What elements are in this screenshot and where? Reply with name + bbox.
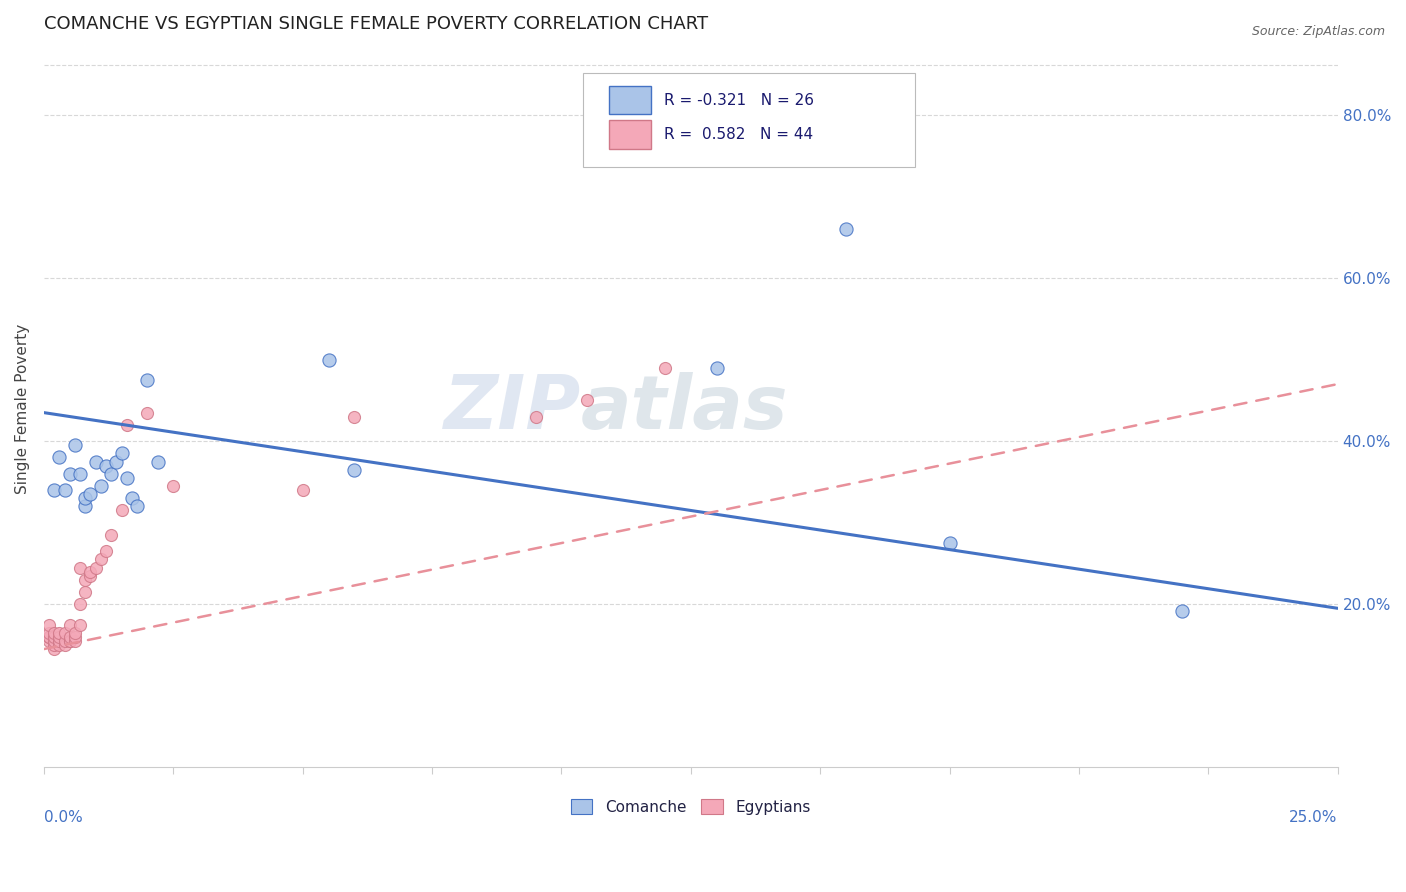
Point [38,617,60,632]
Point [59,617,82,632]
Point [53,634,76,648]
Point [343,409,366,424]
Point [38,625,60,640]
Point [291,483,314,497]
Text: R =  0.582   N = 44: R = 0.582 N = 44 [664,127,813,142]
Point [524,409,547,424]
Point [136,406,159,420]
Point [69,560,91,574]
Point [44,630,66,644]
Point [100,528,122,542]
Point [38,630,60,644]
Point [48,625,70,640]
Point [835,222,858,236]
Point [38,630,60,644]
Text: COMANCHE VS EGYPTIAN SINGLE FEMALE POVERTY CORRELATION CHART: COMANCHE VS EGYPTIAN SINGLE FEMALE POVER… [44,15,709,33]
Point [318,352,340,367]
Point [59,634,82,648]
Point [90,552,112,566]
FancyBboxPatch shape [609,86,651,114]
Point [44,634,66,648]
Point [44,625,66,640]
Point [69,467,91,481]
Point [48,630,70,644]
Point [706,360,728,375]
Point [53,483,76,497]
Point [44,638,66,652]
Point [79,565,101,579]
Point [146,454,169,468]
Point [125,500,148,514]
Text: ZIP: ZIP [443,372,581,445]
Point [63,634,86,648]
Point [44,642,66,657]
Y-axis label: Single Female Poverty: Single Female Poverty [15,324,30,493]
Point [115,417,138,432]
Point [1171,604,1194,618]
Point [75,573,97,587]
Point [69,597,91,611]
Point [79,568,101,582]
Point [79,487,101,501]
Point [105,454,128,468]
Text: 0.0%: 0.0% [44,810,83,825]
Point [94,544,117,558]
Text: Source: ZipAtlas.com: Source: ZipAtlas.com [1251,25,1385,38]
Point [75,500,97,514]
Point [53,638,76,652]
FancyBboxPatch shape [583,73,914,167]
Point [63,438,86,452]
Point [938,536,960,550]
Point [84,560,107,574]
Point [136,373,159,387]
Point [162,479,184,493]
Text: R = -0.321   N = 26: R = -0.321 N = 26 [664,93,814,108]
Point [59,467,82,481]
Point [63,625,86,640]
Point [69,617,91,632]
Point [110,503,132,517]
Point [48,450,70,465]
Point [75,585,97,599]
Point [576,393,599,408]
Point [44,483,66,497]
Point [48,634,70,648]
Text: atlas: atlas [581,372,789,445]
Point [654,360,676,375]
Point [94,458,117,473]
Point [38,634,60,648]
Point [75,491,97,506]
Point [63,630,86,644]
Legend: Comanche, Egyptians: Comanche, Egyptians [565,792,817,821]
Point [84,454,107,468]
Point [110,446,132,460]
FancyBboxPatch shape [609,120,651,149]
Point [90,479,112,493]
Point [48,638,70,652]
Point [100,467,122,481]
Point [121,491,143,506]
Point [115,471,138,485]
Point [59,630,82,644]
Point [59,634,82,648]
Point [53,625,76,640]
Point [343,463,366,477]
Text: 25.0%: 25.0% [1289,810,1337,825]
